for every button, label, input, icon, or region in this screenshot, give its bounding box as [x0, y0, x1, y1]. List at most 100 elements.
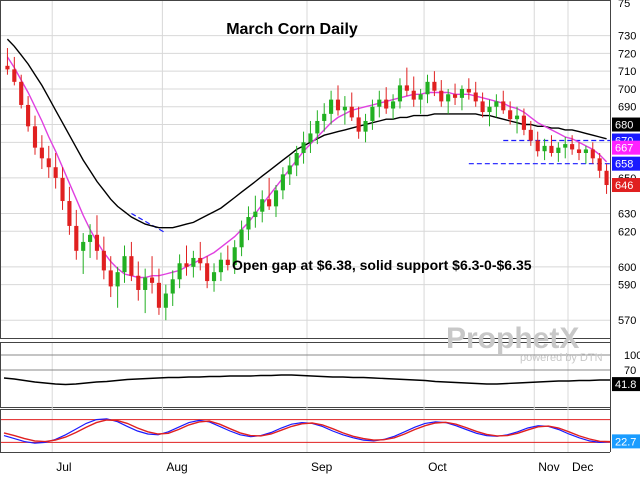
candle-body — [191, 258, 195, 267]
candle-body — [598, 158, 602, 170]
candle-body — [226, 260, 230, 265]
candle-body — [95, 235, 99, 251]
candle-body — [425, 82, 429, 94]
candle-body — [508, 110, 512, 119]
chart-title: March Corn Daily — [226, 21, 358, 38]
candle-body — [570, 144, 574, 149]
oscillator-panel-2: 22.7 — [1, 419, 640, 449]
candle-body — [370, 107, 374, 121]
candle-body — [274, 190, 278, 206]
x-tick-label: Oct — [428, 460, 447, 474]
x-tick-label: Sep — [311, 460, 333, 474]
candle-body — [88, 235, 92, 242]
candle-body — [122, 256, 126, 272]
candle-body — [439, 91, 443, 102]
candle-body — [308, 133, 312, 142]
candle-body — [529, 130, 533, 141]
candle-body — [212, 272, 216, 281]
candle-body — [157, 283, 161, 308]
candle-body — [205, 263, 209, 281]
candle-body — [543, 146, 547, 151]
candle-body — [501, 101, 505, 110]
candle-body — [343, 107, 347, 111]
candle-body — [391, 101, 395, 108]
candle-body — [240, 229, 244, 247]
y-tick-label: 720 — [618, 48, 636, 60]
candle-body — [460, 89, 464, 98]
candle-body — [260, 199, 264, 211]
candle-body — [178, 263, 182, 279]
candle-body — [384, 100, 388, 109]
candle-body — [577, 149, 581, 153]
candle-body — [47, 158, 51, 167]
candle-body — [171, 279, 175, 293]
y-tick-label: 620 — [618, 226, 636, 238]
price-panel-frame — [1, 1, 611, 339]
price-label: 680 — [615, 120, 633, 132]
y-tick-label: 570 — [618, 315, 636, 327]
price-label: 667 — [615, 143, 633, 155]
x-tick-label: Nov — [538, 460, 559, 474]
y-tick-label: 690 — [618, 102, 636, 114]
candle-body — [246, 217, 250, 229]
watermark-brand: ProphetX — [446, 322, 579, 355]
price-panel — [5, 39, 610, 320]
candle-body — [281, 174, 285, 190]
x-tick-label: Jul — [56, 460, 71, 474]
candle-body — [74, 226, 78, 251]
candle-body — [219, 260, 223, 272]
candle-body — [481, 101, 485, 112]
candle-body — [12, 69, 16, 81]
candle-body — [143, 278, 147, 290]
candle-body — [198, 258, 202, 263]
x-tick-label: Dec — [572, 460, 593, 474]
candle-body — [26, 105, 30, 126]
y-tick-label: 75 — [618, 0, 630, 10]
candle-body — [536, 141, 540, 152]
candle-body — [591, 149, 595, 158]
y-tick-label: 600 — [618, 262, 636, 274]
osc1-tick-label: 70 — [624, 365, 636, 377]
candle-body — [315, 121, 319, 133]
candle-body — [164, 294, 168, 308]
candle-body — [556, 148, 560, 153]
candle-body — [487, 107, 491, 112]
candle-body — [40, 148, 44, 159]
candle-body — [398, 85, 402, 101]
candle-body — [350, 107, 354, 118]
price-label: 646 — [615, 180, 633, 192]
candle-body — [253, 212, 257, 217]
candle-body — [184, 263, 188, 267]
candle-body — [19, 82, 23, 105]
candle-body — [81, 242, 85, 251]
candle-body — [102, 251, 106, 271]
candle-body — [432, 82, 436, 91]
prophetx-watermark: ProphetX powered by DTN — [446, 322, 603, 364]
candle-body — [109, 270, 113, 286]
price-label: 658 — [615, 159, 633, 171]
candle-body — [295, 153, 299, 165]
candle-body — [33, 126, 37, 147]
candle-body — [563, 144, 567, 148]
candle-body — [67, 201, 71, 226]
candle-body — [377, 100, 381, 107]
candle-body — [584, 149, 588, 153]
y-tick-label: 730 — [618, 31, 636, 43]
candle-body — [322, 114, 326, 121]
candle-body — [446, 94, 450, 101]
candle-body — [336, 100, 340, 111]
candle-body — [453, 94, 457, 98]
candle-body — [150, 278, 154, 283]
candle-body — [522, 116, 526, 130]
candle-body — [604, 171, 608, 185]
candle-body — [5, 66, 9, 70]
y-tick-label: 700 — [618, 84, 636, 96]
candle-body — [116, 272, 120, 286]
candle-body — [329, 100, 333, 114]
candle-body — [136, 276, 140, 290]
gap-annotation: Open gap at $6.38, solid support $6.3-0-… — [232, 257, 532, 273]
candle-body — [129, 256, 133, 276]
